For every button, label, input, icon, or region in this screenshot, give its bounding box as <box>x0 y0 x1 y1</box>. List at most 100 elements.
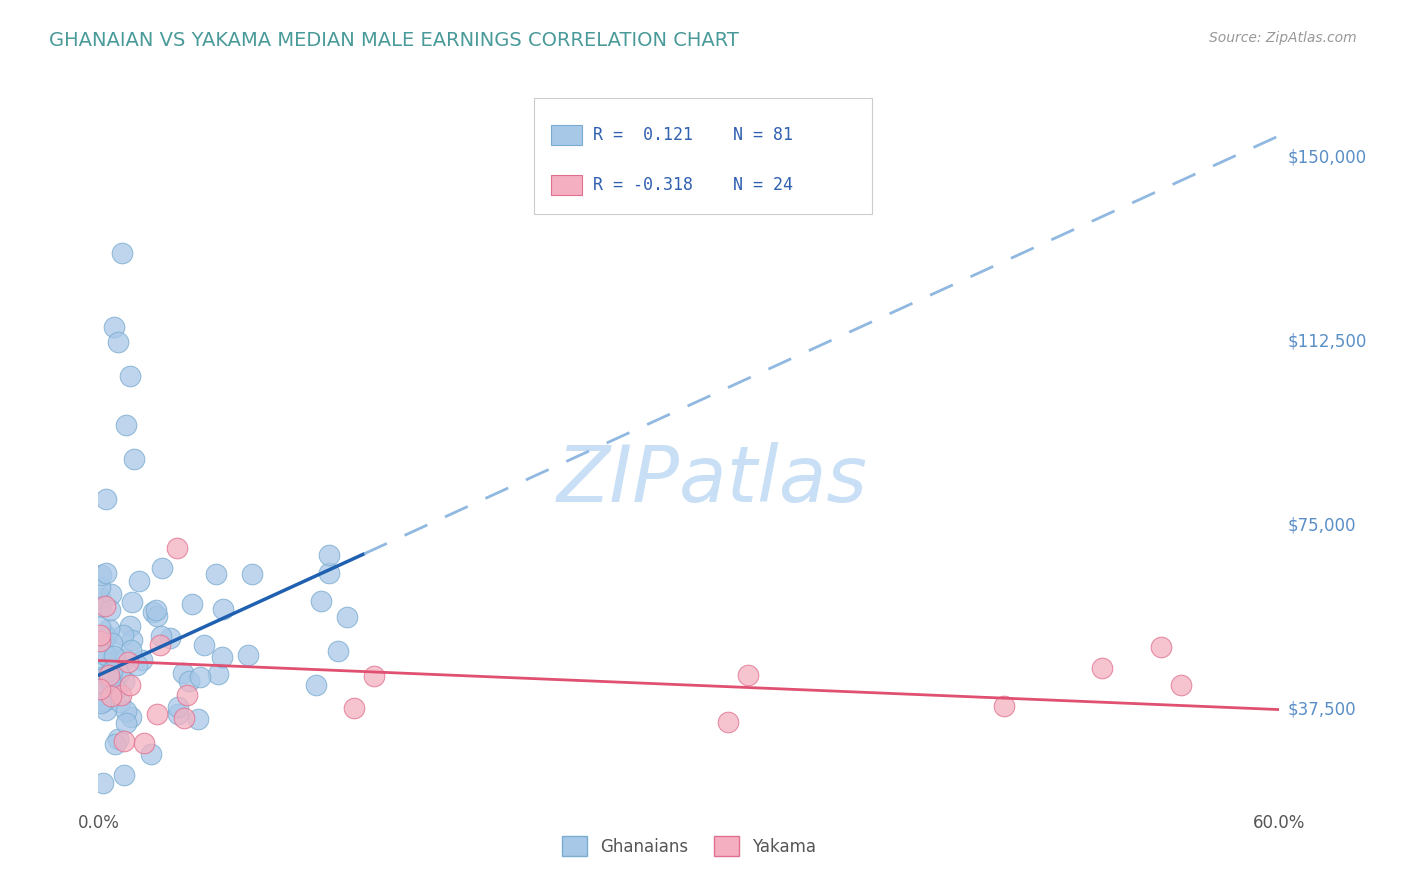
Point <box>145 603 167 617</box>
Point <box>149 638 172 652</box>
Point <box>118 369 141 384</box>
Point <box>120 709 142 723</box>
Point <box>128 574 150 588</box>
Point <box>167 700 190 714</box>
Point <box>176 689 198 703</box>
Point <box>94 630 117 644</box>
Point <box>141 747 163 761</box>
Point <box>166 541 188 555</box>
Point <box>103 320 125 334</box>
Point <box>309 594 332 608</box>
Point <box>98 603 121 617</box>
Point <box>89 620 111 634</box>
Point <box>159 631 181 645</box>
Point <box>110 688 132 702</box>
Point <box>122 452 145 467</box>
Point <box>103 737 125 751</box>
Point <box>173 711 195 725</box>
Point <box>717 714 740 729</box>
Legend: Ghanaians, Yakama: Ghanaians, Yakama <box>555 830 823 863</box>
Point <box>142 605 165 619</box>
Point <box>107 334 129 349</box>
Point <box>305 678 328 692</box>
Point <box>101 664 124 678</box>
Point <box>89 633 111 648</box>
Point <box>89 581 111 595</box>
Point <box>104 682 127 697</box>
Point <box>150 560 173 574</box>
Point <box>211 649 233 664</box>
Point <box>112 734 135 748</box>
Point <box>318 548 340 562</box>
Point <box>1170 678 1192 692</box>
Point <box>146 609 169 624</box>
Point <box>98 622 121 636</box>
Point <box>100 587 122 601</box>
Point <box>114 652 136 666</box>
Text: GHANAIAN VS YAKAMA MEDIAN MALE EARNINGS CORRELATION CHART: GHANAIAN VS YAKAMA MEDIAN MALE EARNINGS … <box>49 31 740 50</box>
Point <box>100 690 122 704</box>
Point <box>177 674 200 689</box>
Point <box>112 767 135 781</box>
Point <box>97 668 120 682</box>
Point <box>146 706 169 721</box>
Text: R = -0.318    N = 24: R = -0.318 N = 24 <box>593 176 793 194</box>
Point <box>93 648 115 662</box>
Point <box>1150 640 1173 654</box>
Point <box>115 716 138 731</box>
Point <box>94 703 117 717</box>
Point <box>90 696 112 710</box>
Point <box>117 655 139 669</box>
Point <box>115 417 138 433</box>
Text: R =  0.121    N = 81: R = 0.121 N = 81 <box>593 127 793 145</box>
Point <box>363 668 385 682</box>
Point <box>172 665 194 680</box>
Point <box>737 667 759 681</box>
Point <box>326 644 349 658</box>
Text: ZIPatlas: ZIPatlas <box>557 442 868 518</box>
Point <box>100 680 122 694</box>
Point <box>94 648 117 663</box>
Point <box>188 670 211 684</box>
Point <box>108 695 131 709</box>
Point <box>91 670 114 684</box>
Point <box>121 595 143 609</box>
Point <box>211 601 233 615</box>
Point <box>120 642 142 657</box>
Point <box>112 673 135 688</box>
Point <box>180 597 202 611</box>
Point <box>118 678 141 692</box>
Point <box>187 712 209 726</box>
Point <box>100 672 122 686</box>
Point <box>343 701 366 715</box>
Point <box>90 567 112 582</box>
Point <box>89 628 111 642</box>
Point <box>96 661 118 675</box>
Point <box>107 732 129 747</box>
Point <box>236 648 259 662</box>
Point <box>91 776 114 790</box>
Point <box>90 688 112 702</box>
Point <box>131 653 153 667</box>
Point <box>111 246 134 260</box>
Text: Source: ZipAtlas.com: Source: ZipAtlas.com <box>1209 31 1357 45</box>
Point <box>207 666 229 681</box>
Point <box>94 491 117 506</box>
Point <box>993 699 1015 714</box>
Point <box>193 638 215 652</box>
Point <box>90 599 112 614</box>
Point <box>89 681 111 696</box>
Point <box>96 629 118 643</box>
Point <box>1091 661 1114 675</box>
Point <box>115 704 138 718</box>
Point <box>120 619 142 633</box>
Point <box>89 591 111 606</box>
Point <box>100 636 122 650</box>
Point <box>318 566 340 580</box>
Point <box>336 610 359 624</box>
Point <box>94 566 117 580</box>
Point <box>167 707 190 722</box>
Point <box>125 658 148 673</box>
Point <box>111 628 134 642</box>
Point <box>121 633 143 648</box>
